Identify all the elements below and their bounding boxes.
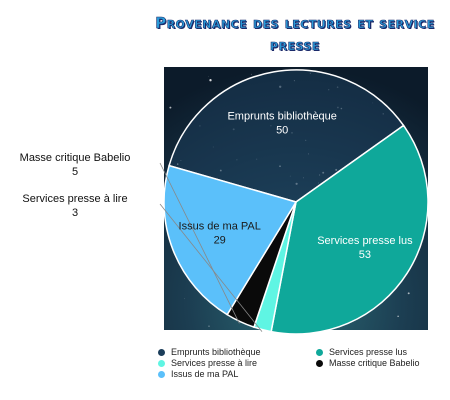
- legend-item: Services presse lus: [316, 347, 407, 357]
- legend-label: Services presse lus: [329, 347, 408, 357]
- star: [184, 298, 185, 300]
- star: [209, 79, 212, 82]
- legend-item: Services presse à lire: [158, 358, 257, 368]
- slice-label: Issus de ma PAL: [179, 221, 261, 233]
- leader-line: [159, 203, 263, 332]
- legend-swatch: [158, 359, 165, 367]
- slice-value: 29: [214, 235, 226, 247]
- slice-value: 50: [276, 124, 288, 136]
- slice-value: 5: [72, 166, 78, 178]
- star: [208, 325, 210, 327]
- star: [397, 315, 399, 317]
- slice-label: Masse critique Babelio: [20, 152, 131, 164]
- slice-label: Emprunts bibliothèque: [227, 110, 336, 122]
- slice-label: Services presse lus: [317, 235, 413, 247]
- leader-line: [159, 162, 240, 324]
- star: [250, 73, 252, 75]
- star: [208, 76, 209, 78]
- slice-value: 53: [359, 249, 371, 261]
- pie-slice: [163, 164, 298, 316]
- pie-slice: [270, 124, 429, 335]
- legend-swatch: [158, 370, 165, 378]
- legend-swatch: [158, 348, 165, 356]
- legend-swatch: [316, 348, 323, 356]
- chart-title: Provenance des lectures et service press…: [155, 14, 435, 55]
- legend-item: Issus de ma PAL: [158, 369, 238, 379]
- legend-label: Issus de ma PAL: [171, 369, 239, 379]
- legend-item: Masse critique Babelio: [316, 358, 420, 368]
- pie-slice: [168, 69, 405, 203]
- legend-label: Emprunts bibliothèque: [171, 347, 261, 357]
- legend-label: Masse critique Babelio: [329, 358, 420, 368]
- star: [169, 106, 172, 109]
- legend-label: Services presse à lire: [171, 358, 258, 368]
- slice-label: Services presse à lire: [22, 193, 127, 205]
- legend-swatch: [316, 359, 323, 367]
- slice-value: 3: [72, 207, 78, 219]
- legend-item: Emprunts bibliothèque: [158, 347, 261, 357]
- star: [407, 292, 410, 295]
